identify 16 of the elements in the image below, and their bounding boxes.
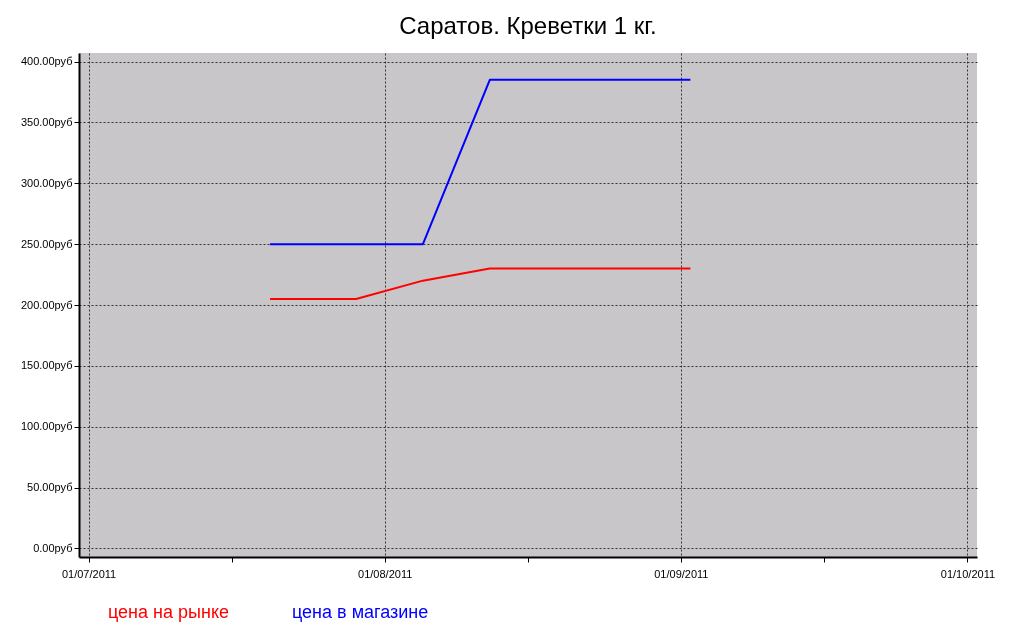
- chart-title: Саратов. Креветки 1 кг.: [399, 12, 657, 39]
- text: цена в магазине: [292, 601, 429, 622]
- y-tick-label: 0.00руб: [33, 541, 73, 554]
- y-tick-label: 400.00руб: [20, 55, 73, 68]
- y-tick-label: 150.00руб: [20, 359, 73, 372]
- y-tick-label: 100.00руб: [20, 420, 73, 433]
- y-tick-label: 350.00руб: [20, 115, 73, 128]
- text: цена на рынке: [108, 601, 229, 622]
- x-tick-label: 01/09/2011: [654, 567, 709, 580]
- x-tick-label: 01/10/2011: [940, 567, 996, 580]
- y-tick-label: 300.00руб: [20, 176, 73, 189]
- x-tick-label: 01/08/2011: [358, 567, 413, 580]
- y-tick-label: 50.00руб: [27, 481, 73, 494]
- y-tick-label: 200.00руб: [20, 298, 73, 311]
- x-tick-label: 01/07/2011: [61, 567, 117, 580]
- y-tick-label: 250.00руб: [20, 237, 73, 250]
